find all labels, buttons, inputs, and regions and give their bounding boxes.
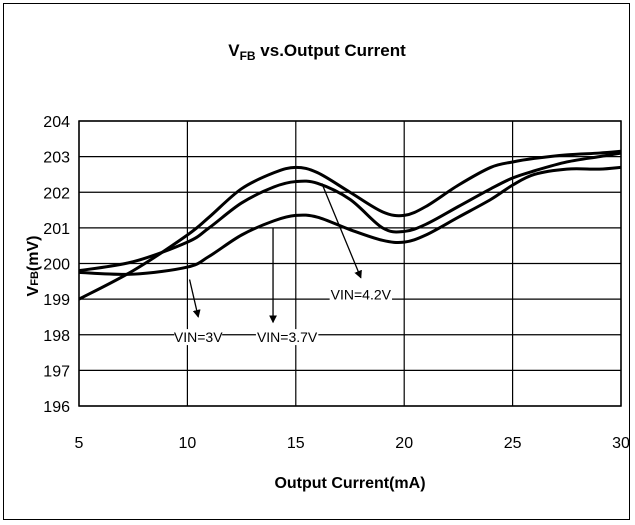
plot-area-border [78,120,622,407]
series-line-vin-4-2v [79,149,621,301]
x-tick-label: 20 [395,435,413,452]
annotation-arrow [188,279,201,318]
chart-title-rest: vs.Output Current [256,41,407,60]
annotations: VIN=3V VIN=3.7V VIN=4.2V [174,183,393,346]
series-lines [79,149,621,301]
x-tick-label: 10 [179,435,197,452]
series-line-vin-3-7v [79,151,621,273]
grid [78,120,622,407]
x-tick-label: 25 [504,435,522,452]
annotation-label-bg [255,329,319,346]
y-tick-label: 201 [43,221,70,238]
y-axis-label-sub: FB [29,271,41,286]
y-axis-label: VFB(mV) [25,236,42,297]
annotation-label: VIN=3.7V [257,329,318,345]
y-tick-label: 197 [43,363,70,380]
y-axis-label-main: V [25,285,42,296]
x-tick-label: 15 [287,435,305,452]
x-tick-label: 5 [75,435,84,452]
series-line-vin-3v [79,165,621,276]
chart-title-sub: FB [240,49,256,63]
y-tick-label: 203 [43,150,70,167]
annotation-label-bg [329,286,393,303]
y-tick-labels: 196 197 198 199 200 201 202 203 204 [43,114,70,416]
y-tick-label: 199 [43,292,70,309]
y-tick-label: 202 [43,185,70,202]
y-tick-label: 196 [43,399,70,416]
x-tick-label: 30 [612,435,630,452]
x-axis-label: Output Current(mA) [274,475,425,492]
x-tick-labels: 5 10 15 20 25 30 [75,435,630,452]
annotation-arrow [321,183,362,279]
annotation-label: VIN=4.2V [331,286,392,302]
chart-title: VFB vs.Output Current [228,41,406,63]
y-axis-label-rest: (mV) [25,236,42,272]
y-tick-label: 204 [43,114,70,131]
chart-title-main: V [228,41,240,60]
annotation-label: VIN=3V [174,329,223,345]
annotation-label-bg [174,329,223,346]
chart-frame [3,3,630,520]
y-tick-label: 200 [43,257,70,274]
y-tick-label: 198 [43,328,70,345]
